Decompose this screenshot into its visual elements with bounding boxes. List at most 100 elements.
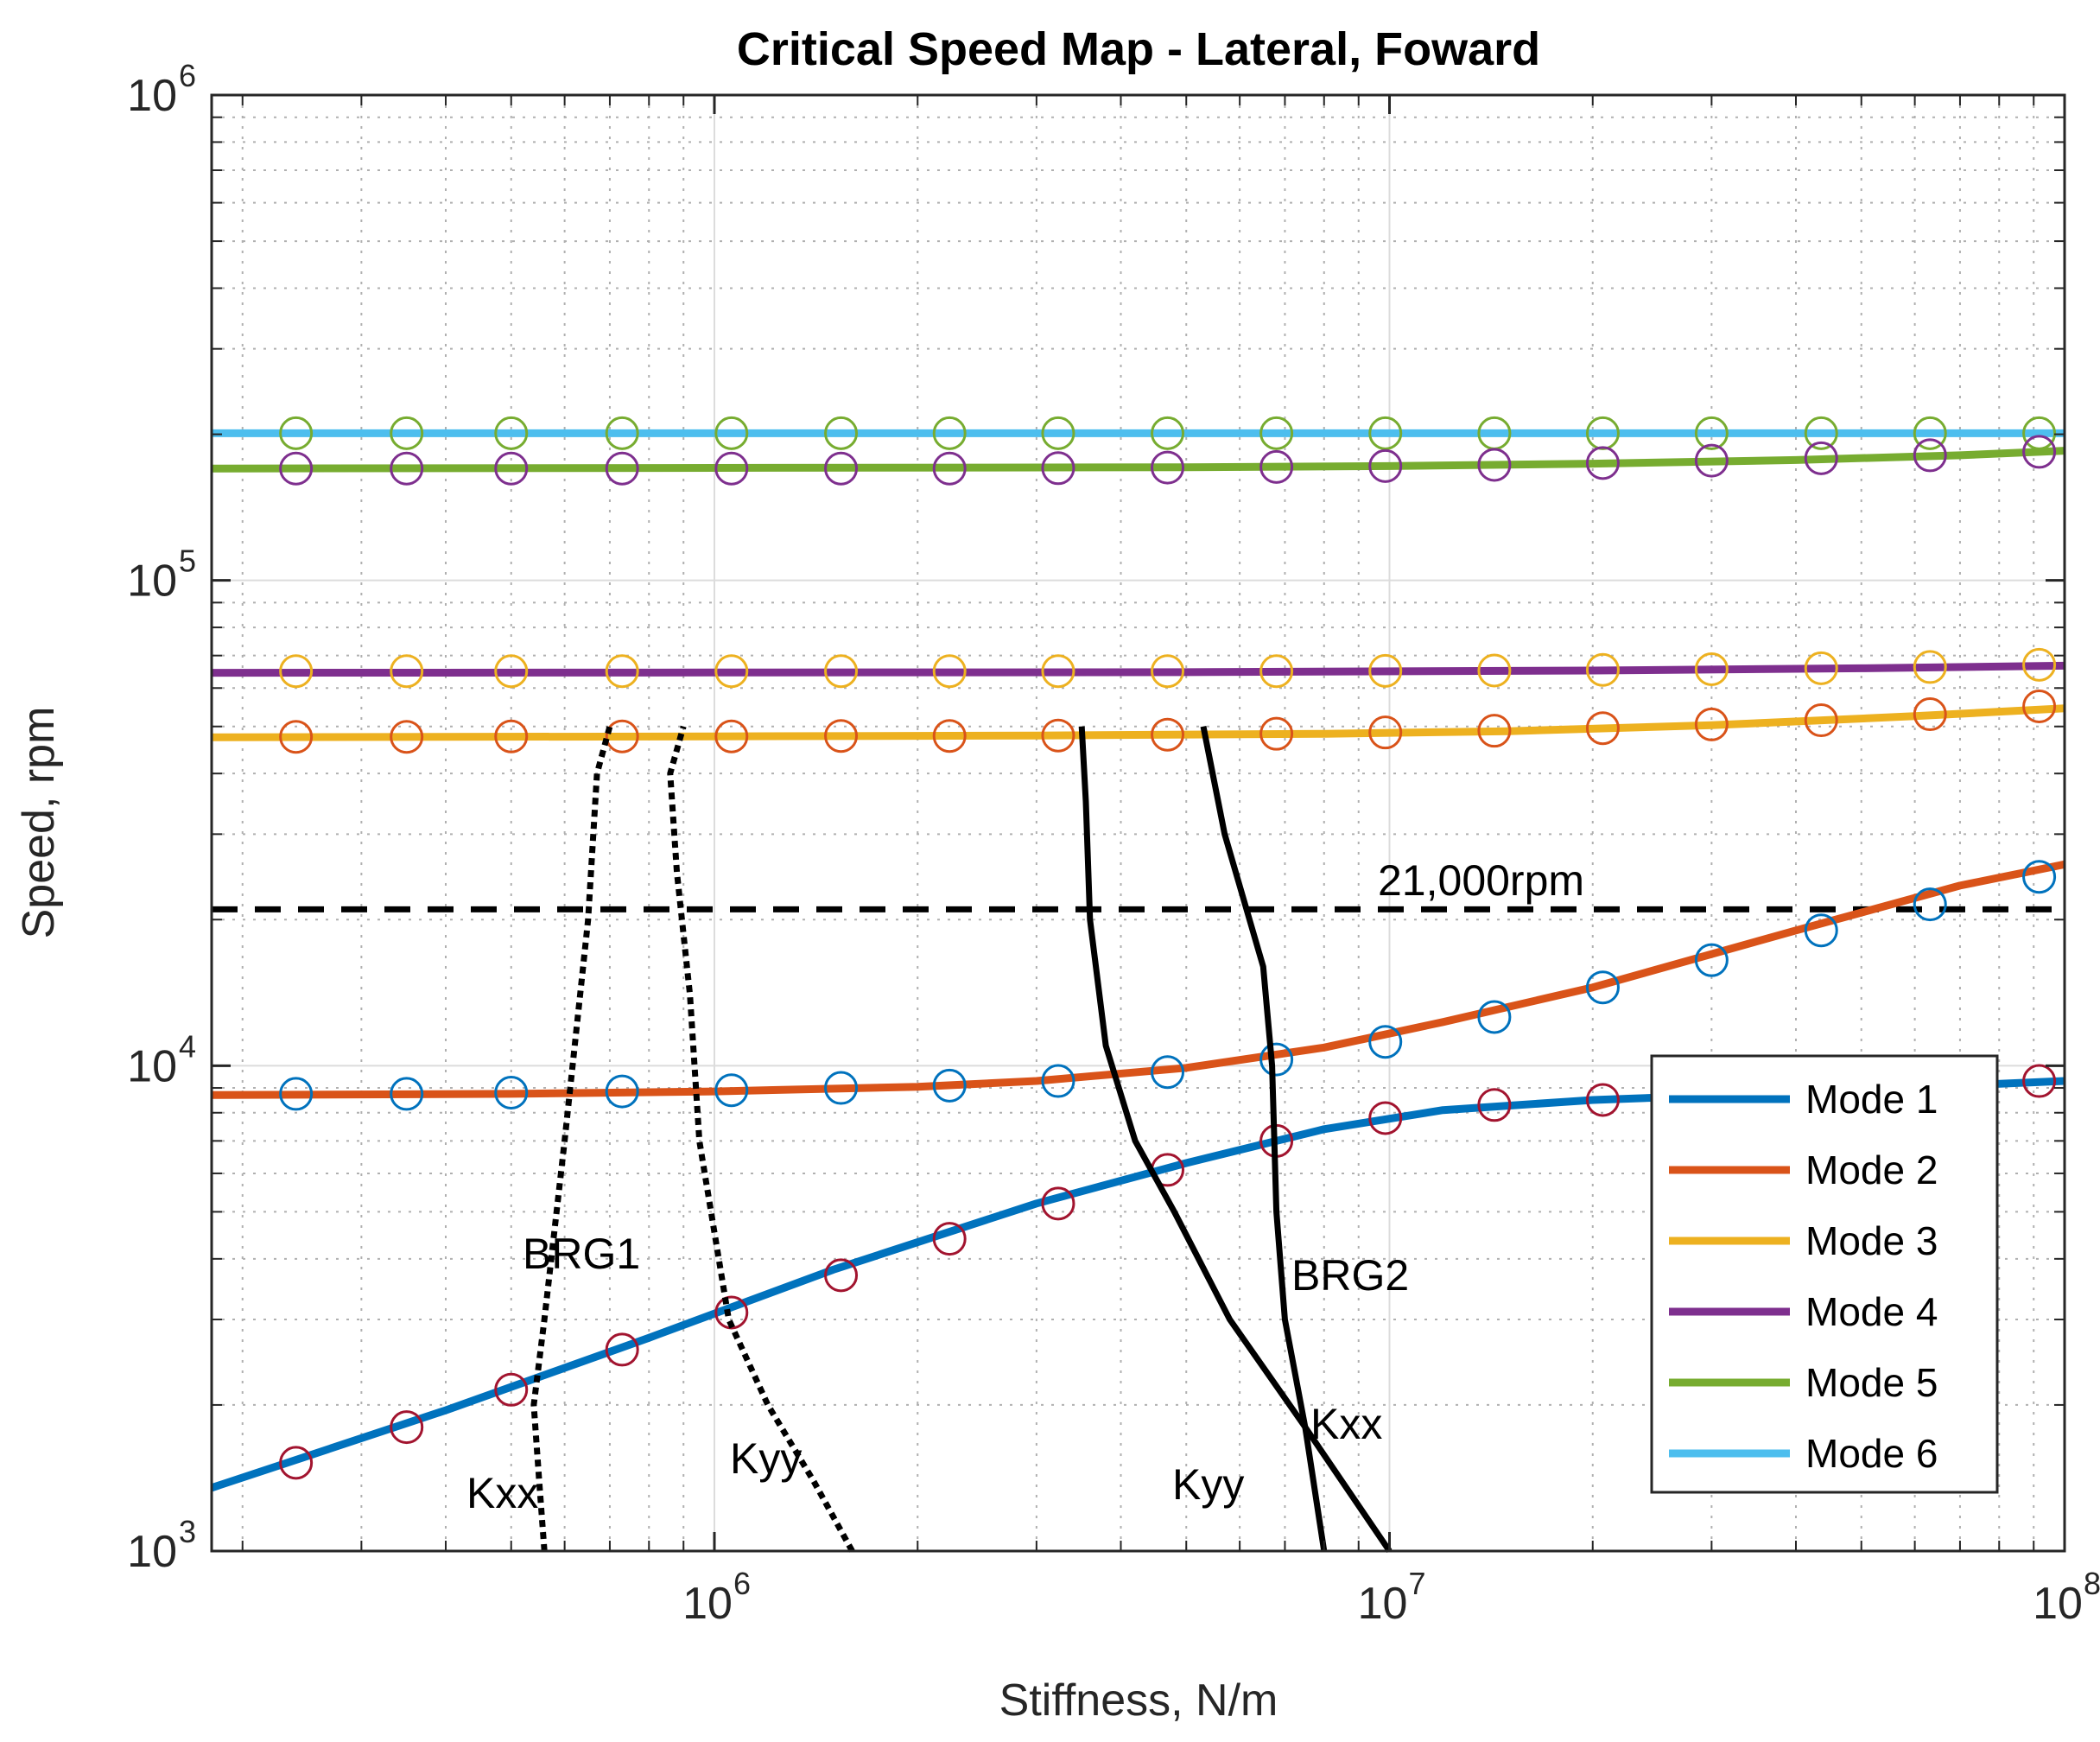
bearing-curve-layer	[530, 725, 1393, 1553]
series-marker-1	[1913, 438, 1947, 473]
x-tick-exponent: 7	[1409, 1566, 1426, 1601]
y-tick-exponent: 6	[179, 58, 196, 93]
series-marker-3	[1259, 716, 1294, 751]
series-marker-5	[1041, 1186, 1075, 1221]
series-marker-3	[605, 719, 639, 753]
series-marker-2	[1694, 652, 1729, 687]
series-marker-2	[824, 654, 859, 689]
series-marker-2	[1477, 653, 1512, 688]
series-marker-2	[390, 654, 424, 689]
series-marker-0	[1585, 416, 1620, 450]
series-marker-5	[2022, 1064, 2057, 1098]
series-marker-5	[605, 1332, 639, 1367]
series-marker-3	[1585, 711, 1620, 746]
series-marker-5	[494, 1372, 529, 1407]
x-tick-label: 10	[1358, 1579, 1408, 1629]
x-tick-exponent: 6	[733, 1566, 751, 1601]
series-marker-1	[714, 451, 749, 486]
series-marker-0	[494, 416, 529, 450]
x-axis-label: Stiffness, N/m	[999, 1675, 1278, 1726]
series-marker-4	[2022, 860, 2057, 894]
series-marker-0	[1368, 416, 1403, 450]
series-marker-0	[1694, 416, 1729, 450]
bearing-curve-brg1-kxx	[530, 725, 613, 1552]
series-marker-2	[279, 654, 314, 689]
series-marker-5	[390, 1410, 424, 1445]
series-marker-5	[1368, 1101, 1403, 1135]
y-tick-label: 10	[127, 1041, 177, 1091]
series-marker-1	[1804, 441, 1838, 475]
series-marker-3	[390, 720, 424, 754]
series-marker-3	[1151, 717, 1185, 752]
series-marker-0	[279, 416, 314, 450]
series-marker-4	[494, 1076, 529, 1110]
series-marker-3	[714, 719, 749, 753]
series-marker-0	[1041, 416, 1075, 450]
series-marker-4	[1694, 943, 1729, 977]
series-marker-2	[494, 654, 529, 689]
series-marker-4	[1368, 1025, 1403, 1059]
series-marker-3	[1804, 703, 1838, 738]
bearing-curve-brg2-kyy	[1078, 726, 1393, 1553]
y-tick-label: 10	[127, 1527, 177, 1577]
series-marker-2	[1151, 654, 1185, 689]
series-line-mode-2	[211, 860, 2065, 1099]
bearing-curve-brg2-kxx	[1200, 726, 1328, 1552]
series-marker-2	[1368, 653, 1403, 688]
series-marker-2	[1804, 651, 1838, 685]
chart-title: Critical Speed Map - Lateral, Foward	[737, 23, 1540, 75]
series-marker-5	[824, 1258, 859, 1293]
series-marker-2	[2022, 647, 2057, 682]
series-marker-0	[1804, 416, 1838, 450]
x-tick-exponent: 8	[2084, 1566, 2100, 1601]
series-marker-1	[1368, 448, 1403, 483]
series-marker-4	[605, 1074, 639, 1109]
y-tick-label: 10	[127, 71, 177, 121]
series-marker-3	[1041, 718, 1075, 753]
series-marker-2	[1259, 654, 1294, 689]
x-tick-label: 10	[682, 1579, 733, 1629]
series-marker-0	[2022, 416, 2057, 450]
series-marker-5	[279, 1446, 314, 1480]
series-marker-5	[1585, 1083, 1620, 1117]
y-tick-label: 10	[127, 556, 177, 607]
series-marker-3	[824, 719, 859, 753]
series-marker-3	[1477, 714, 1512, 748]
series-marker-4	[1804, 913, 1838, 948]
series-marker-2	[932, 654, 967, 689]
series-marker-2	[605, 654, 639, 689]
series-marker-1	[2022, 435, 2057, 469]
brg2-label: BRG2	[1291, 1251, 1409, 1300]
series-marker-1	[932, 451, 967, 486]
tick-layer: 10 6 10 7 10 810 310 410 510 6	[127, 58, 2100, 1629]
series-marker-0	[1151, 416, 1185, 450]
brg2-kyy-label: Kyy	[1172, 1460, 1244, 1509]
series-marker-1	[1259, 449, 1294, 484]
series-marker-1	[1477, 448, 1512, 482]
series-marker-4	[1151, 1055, 1185, 1090]
series-marker-1	[1585, 446, 1620, 480]
series-marker-3	[1368, 715, 1403, 750]
y-axis-label: Speed, rpm	[14, 707, 64, 939]
series-marker-4	[1913, 887, 1947, 922]
series-marker-3	[2022, 689, 2057, 723]
series-marker-2	[714, 654, 749, 689]
series-marker-4	[1041, 1064, 1075, 1098]
legend-label-mode-3: Mode 3	[1805, 1218, 1938, 1263]
series-marker-4	[1585, 970, 1620, 1005]
legend-label-mode-2: Mode 2	[1805, 1148, 1938, 1192]
series-marker-2	[1585, 652, 1620, 687]
x-tick-label: 10	[2033, 1579, 2083, 1629]
series-marker-3	[494, 719, 529, 753]
series-marker-5	[714, 1295, 749, 1330]
series-marker-1	[494, 451, 529, 486]
series-marker-0	[605, 416, 639, 450]
series-marker-4	[932, 1068, 967, 1103]
series-marker-0	[390, 416, 424, 450]
bearing-curve-brg1-kyy	[667, 725, 855, 1553]
series-marker-1	[605, 451, 639, 486]
series-marker-4	[1477, 1000, 1512, 1034]
series-marker-5	[932, 1222, 967, 1256]
legend-label-mode-5: Mode 5	[1805, 1360, 1938, 1405]
brg1-kyy-label: Kyy	[730, 1434, 802, 1483]
